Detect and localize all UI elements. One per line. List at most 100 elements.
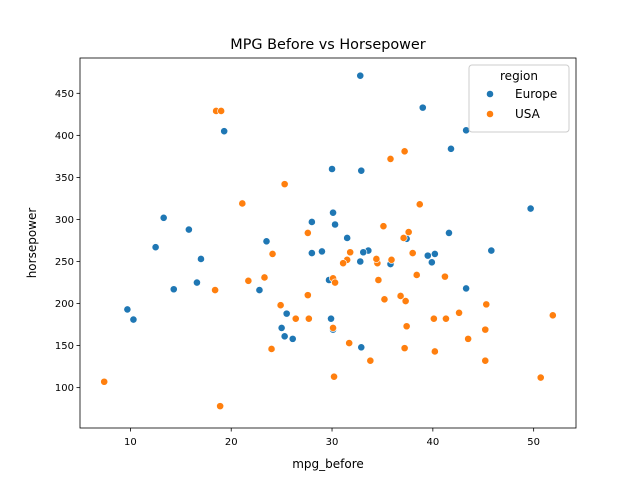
- data-point-usa: [280, 180, 289, 189]
- y-tick-label: 250: [55, 257, 74, 268]
- x-tick-label: 10: [124, 437, 137, 448]
- data-point-usa: [260, 273, 269, 282]
- legend: region Europe USA: [468, 64, 570, 133]
- data-point-usa: [216, 402, 225, 411]
- x-axis-label: mpg_before: [292, 457, 364, 471]
- data-point-europe: [169, 285, 178, 294]
- y-tick-label: 450: [55, 89, 74, 100]
- x-tick-label: 20: [225, 437, 238, 448]
- y-tick-label: 150: [55, 341, 74, 352]
- data-point-usa: [211, 286, 219, 294]
- data-point-usa: [396, 292, 405, 300]
- data-point-usa: [366, 356, 375, 365]
- legend-label-europe: Europe: [515, 87, 557, 101]
- data-point-europe: [197, 255, 205, 263]
- y-tick-label: 350: [55, 173, 74, 184]
- data-point-europe: [418, 103, 427, 112]
- data-point-usa: [401, 297, 410, 305]
- data-point-europe: [430, 250, 439, 258]
- data-point-europe: [356, 257, 365, 266]
- data-point-usa: [481, 356, 490, 365]
- y-tick-label: 300: [55, 215, 74, 226]
- data-point-usa: [402, 322, 411, 331]
- data-point-europe: [462, 284, 471, 293]
- legend-marker-usa: [486, 110, 494, 118]
- data-point-europe: [327, 314, 335, 323]
- data-point-usa: [400, 344, 409, 353]
- data-point-europe: [262, 237, 271, 246]
- data-point-europe: [427, 258, 436, 267]
- data-point-europe: [356, 71, 365, 80]
- x-tick-label: 40: [426, 437, 439, 448]
- x-axis: 10 20 30 40 50: [124, 428, 540, 448]
- data-point-usa: [387, 255, 396, 264]
- data-point-europe: [255, 286, 264, 294]
- y-tick-label: 100: [55, 383, 74, 394]
- data-point-usa: [345, 339, 354, 347]
- y-axis: 100 150 200 250 300 350 400 450: [55, 89, 80, 394]
- data-point-europe: [357, 343, 366, 352]
- legend-marker-europe: [486, 90, 494, 98]
- data-point-usa: [303, 229, 312, 237]
- data-point-usa: [331, 278, 339, 287]
- data-point-usa: [430, 347, 439, 356]
- data-point-europe: [159, 213, 168, 222]
- data-point-usa: [400, 147, 409, 156]
- y-axis-label: horsepower: [25, 208, 39, 279]
- data-point-usa: [380, 295, 389, 304]
- data-point-europe: [359, 248, 368, 257]
- data-point-usa: [415, 200, 424, 209]
- data-point-usa: [329, 324, 337, 332]
- data-point-europe: [423, 251, 432, 260]
- data-point-usa: [330, 372, 338, 381]
- data-point-usa: [386, 155, 395, 163]
- data-point-europe: [447, 144, 455, 153]
- data-point-europe: [151, 243, 160, 252]
- data-point-europe: [220, 127, 229, 136]
- data-point-usa: [100, 377, 109, 386]
- data-point-europe: [357, 166, 366, 175]
- legend-label-usa: USA: [515, 107, 541, 121]
- data-point-usa: [339, 259, 348, 268]
- data-point-usa: [548, 311, 557, 320]
- data-point-usa: [268, 250, 277, 258]
- data-point-usa: [372, 255, 381, 263]
- data-point-usa: [267, 345, 276, 353]
- axes-frame: [79, 57, 577, 429]
- legend-box: [468, 64, 570, 133]
- data-point-europe: [184, 225, 193, 234]
- x-tick-label: 50: [527, 437, 540, 448]
- data-point-usa: [217, 107, 226, 115]
- data-point-usa: [244, 276, 253, 285]
- data-point-usa: [303, 291, 312, 300]
- data-point-europe: [318, 247, 326, 256]
- data-point-europe: [526, 204, 535, 213]
- data-point-usa: [374, 276, 383, 284]
- data-point-usa: [482, 300, 491, 309]
- data-point-usa: [464, 334, 473, 343]
- data-point-europe: [282, 309, 291, 318]
- data-points: [100, 71, 557, 411]
- data-point-europe: [288, 334, 297, 343]
- data-point-usa: [481, 325, 490, 334]
- data-point-usa: [291, 314, 300, 323]
- data-point-europe: [280, 332, 289, 341]
- data-point-europe: [329, 208, 337, 217]
- data-point-europe: [328, 165, 336, 173]
- y-tick-label: 200: [55, 299, 74, 310]
- data-point-usa: [404, 228, 413, 236]
- data-point-usa: [408, 249, 417, 257]
- data-point-usa: [536, 373, 545, 382]
- data-point-usa: [429, 314, 438, 323]
- data-point-europe: [343, 234, 352, 242]
- legend-title: region: [500, 69, 538, 83]
- data-point-europe: [129, 315, 138, 324]
- data-point-usa: [399, 234, 408, 242]
- data-point-usa: [238, 199, 247, 208]
- y-tick-label: 400: [55, 131, 74, 142]
- data-point-europe: [193, 278, 201, 287]
- data-point-usa: [346, 248, 355, 257]
- data-point-europe: [123, 305, 132, 314]
- data-point-usa: [442, 314, 450, 323]
